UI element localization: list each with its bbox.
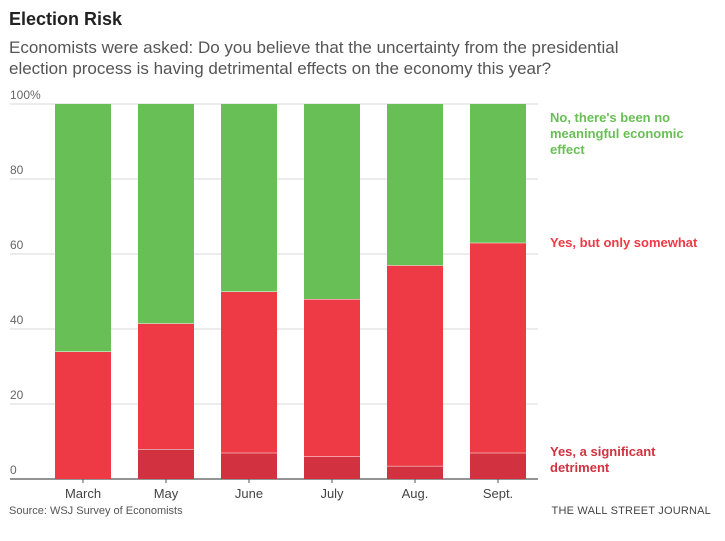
bar-segment-somewhat bbox=[221, 291, 277, 453]
x-tick-label: March bbox=[65, 486, 101, 501]
bar-segment-significant bbox=[221, 452, 277, 479]
bar-segment-somewhat bbox=[470, 242, 526, 453]
bar-segment-no-effect bbox=[221, 104, 277, 292]
x-tick-label: July bbox=[320, 486, 344, 501]
bar-segment-no-effect bbox=[138, 104, 194, 324]
bar-segment-no-effect bbox=[387, 104, 443, 266]
x-tick-label: Aug. bbox=[402, 486, 429, 501]
bar-segment-somewhat bbox=[304, 299, 360, 457]
bar-segment-somewhat bbox=[138, 323, 194, 449]
bar-segment-significant bbox=[304, 456, 360, 479]
bar-segment-significant bbox=[470, 452, 526, 479]
y-tick-label: 40 bbox=[10, 313, 24, 327]
y-tick-label: 100% bbox=[10, 88, 41, 102]
y-tick-label: 0 bbox=[10, 463, 17, 477]
bar-segment-no-effect bbox=[304, 104, 360, 299]
source-note: Source: WSJ Survey of Economists bbox=[9, 505, 183, 517]
chart-subtitle: Economists were asked: Do you believe th… bbox=[9, 38, 619, 78]
bar-segment-significant bbox=[138, 449, 194, 479]
x-tick-label: June bbox=[235, 486, 263, 501]
bar-segment-no-effect bbox=[55, 104, 111, 352]
chart-title: Election Risk bbox=[9, 9, 123, 29]
x-tick-label: Sept. bbox=[483, 486, 513, 501]
legend-label-significant: Yes, a significant detriment bbox=[550, 444, 656, 475]
bar-segment-no-effect bbox=[470, 104, 526, 243]
publisher-brand: THE WALL STREET JOURNAL bbox=[551, 505, 711, 517]
legend-label-no-effect: No, there's been no meaningful economic … bbox=[550, 110, 684, 157]
bar-segment-significant bbox=[387, 465, 443, 479]
x-tick-label: May bbox=[154, 486, 179, 501]
y-tick-label: 80 bbox=[10, 163, 24, 177]
y-tick-label: 20 bbox=[10, 388, 24, 402]
bar-segment-somewhat bbox=[55, 351, 111, 479]
legend-label-somewhat: Yes, but only somewhat bbox=[550, 235, 698, 250]
bar-segment-somewhat bbox=[387, 265, 443, 466]
y-tick-label: 60 bbox=[10, 238, 24, 252]
